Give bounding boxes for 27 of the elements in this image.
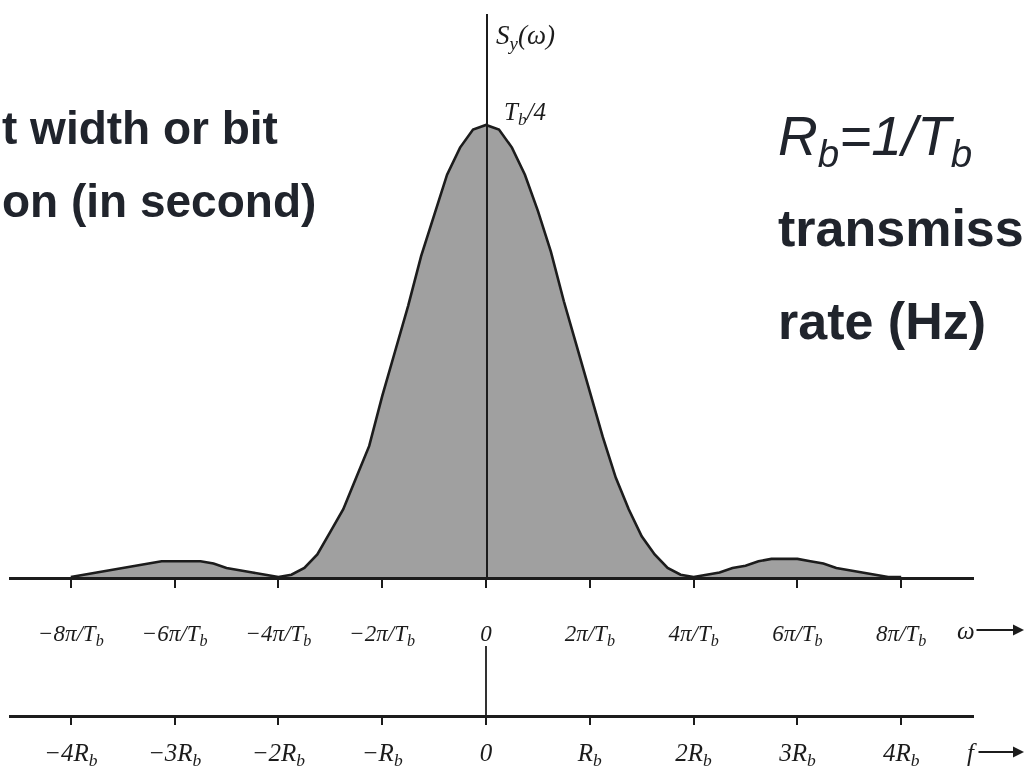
x2-tick-label: 0	[479, 738, 493, 766]
x-axis-title: ω	[957, 617, 975, 644]
x2-tick-label: 4R$_{b}$	[882, 738, 920, 770]
x-tick-label: −8π/T$_{b}$	[37, 621, 104, 650]
x-tick-label: 6π/T$_{b}$	[772, 621, 823, 650]
x-tick-label: 0	[480, 621, 493, 647]
annotation: T$_{b}$/4	[504, 98, 547, 130]
x-tick-label: 8π/T$_{b}$	[876, 621, 927, 650]
x-tick-label: −6π/T$_{b}$	[141, 621, 208, 650]
x-tick-label: −4π/T$_{b}$	[245, 621, 312, 650]
x2-tick-label: 3R$_{b}$	[778, 738, 816, 770]
x-tick-label: 4π/T$_{b}$	[668, 621, 719, 650]
x-tick-label: 2π/T$_{b}$	[564, 621, 615, 650]
annotation: t width or bit	[2, 102, 278, 154]
x2-tick-label: R$_{b}$	[576, 738, 603, 770]
x2-tick-label: −R$_{b}$	[361, 738, 403, 770]
x-tick-label: −2π/T$_{b}$	[349, 621, 416, 650]
annotation: transmiss	[778, 199, 1024, 257]
annotation: rate (Hz)	[778, 292, 987, 350]
x2-axis-title: f	[967, 739, 977, 766]
x2-tick-label: −4R$_{b}$	[44, 738, 98, 770]
annotation: on (in second)	[2, 175, 317, 227]
y-axis-title: S$_{y}$(ω)	[496, 20, 555, 54]
x2-tick-label: −3R$_{b}$	[147, 738, 202, 770]
x2-tick-label: 2R$_{b}$	[675, 738, 713, 770]
x2-tick-label: −2R$_{b}$	[251, 738, 306, 770]
annotation: R$_{b}$=1/T$_{b}$	[778, 105, 973, 175]
